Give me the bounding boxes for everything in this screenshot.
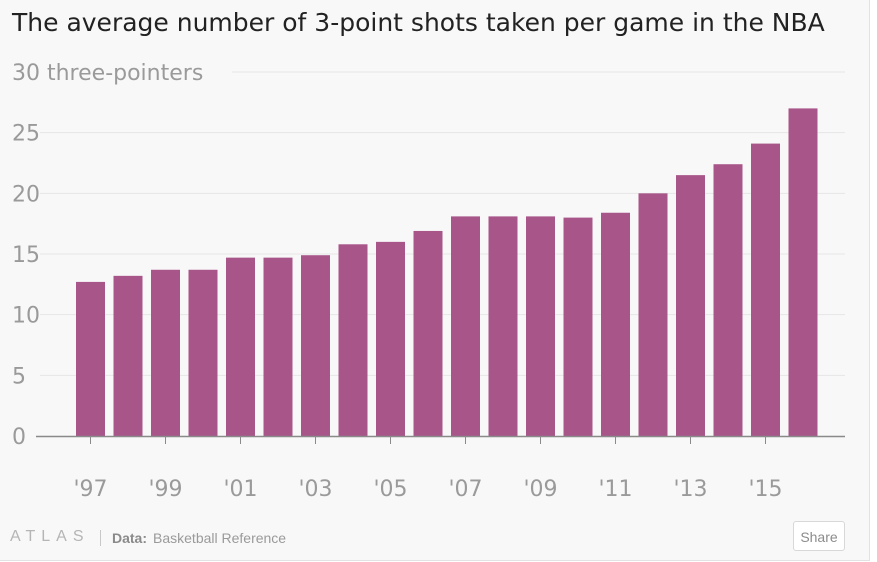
bar: [76, 281, 105, 436]
x-tick-label: '97: [73, 477, 107, 502]
y-tick-label: 30 three-pointers: [12, 61, 203, 86]
y-tick-label: 25: [12, 122, 40, 147]
data-source-name: Basketball Reference: [153, 530, 287, 546]
bar: [113, 275, 143, 436]
y-tick-labels: 0 5 10 15 20 25 30 three-pointers: [12, 61, 203, 450]
bar: [338, 244, 368, 436]
bar: [151, 269, 180, 436]
bar: [601, 212, 630, 436]
bar: [713, 164, 743, 437]
bar: [676, 175, 705, 436]
x-tick-label: '13: [673, 477, 707, 502]
data-source: Data: Basketball Reference: [112, 530, 286, 546]
y-tick-label: 10: [12, 304, 40, 329]
bar: [451, 216, 480, 436]
x-tick-label: '03: [298, 477, 332, 502]
data-source-label: Data:: [112, 530, 148, 546]
bar: [488, 216, 518, 436]
bar: [788, 108, 818, 437]
bar: [751, 143, 780, 436]
x-tick-label: '05: [373, 477, 407, 502]
bar: [226, 257, 255, 436]
bar: [563, 217, 593, 436]
bar: [638, 193, 668, 436]
x-tick-label: '07: [448, 477, 482, 502]
bar: [376, 241, 405, 436]
x-tick-label: '01: [223, 477, 257, 502]
x-tick-label: '11: [598, 477, 632, 502]
x-tick-label: '15: [748, 477, 782, 502]
y-tick-label: 15: [12, 243, 40, 268]
x-tick-label: '09: [523, 477, 557, 502]
bar: [301, 255, 330, 436]
y-tick-label: 20: [12, 182, 40, 207]
atlas-logo[interactable]: ATLAS: [10, 528, 90, 545]
bars: [36, 108, 845, 438]
x-tick-labels: '97 '99 '01 '03 '05 '07 '09 '11 '13 '15: [73, 437, 783, 502]
x-tick-label: '99: [148, 477, 182, 502]
y-tick-label: 5: [12, 364, 26, 389]
bar: [413, 230, 443, 436]
bar: [526, 216, 555, 436]
bar: [188, 269, 218, 436]
share-button[interactable]: Share: [793, 521, 845, 551]
footer-divider: [100, 530, 101, 546]
bar: [263, 257, 293, 436]
chart-title: The average number of 3-point shots take…: [12, 8, 825, 37]
y-tick-label: 0: [12, 425, 26, 450]
